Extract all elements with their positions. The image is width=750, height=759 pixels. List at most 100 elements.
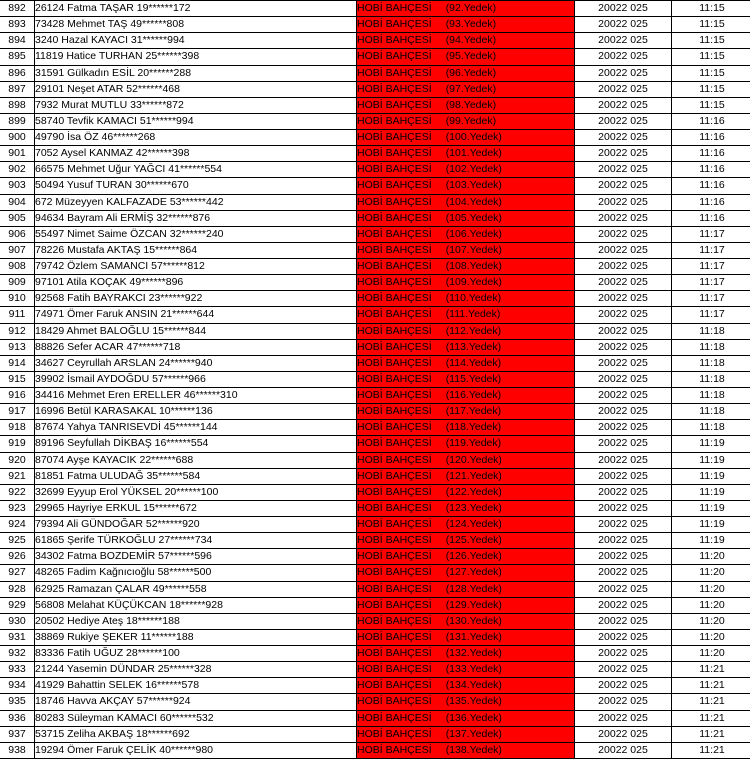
allocation-status-content: HOBİ BAHÇESİ(122.Yedek) [357,485,574,500]
lot-code-cell: 20022 025 [575,49,672,65]
sequence-number-cell: 933 [0,662,35,678]
applicant-name-cell: 83336 Fatih UĞUZ 28******100 [35,646,357,662]
allocation-status-content: HOBİ BAHÇESİ(102.Yedek) [357,162,574,177]
sequence-number-cell: 899 [0,113,35,129]
applicant-name-cell: 81851 Fatma ULUDAĞ 35******584 [35,468,357,484]
sequence-number-cell: 896 [0,65,35,81]
sequence-number-cell: 918 [0,420,35,436]
allocation-type-label: HOBİ BAHÇESİ [357,178,432,193]
reserve-rank-label: (134.Yedek) [446,678,502,693]
allocation-type-label: HOBİ BAHÇESİ [357,49,432,64]
assignment-time-cell: 11:19 [672,500,750,516]
allocation-status-cell: HOBİ BAHÇESİ(108.Yedek) [357,259,575,275]
allocation-type-label: HOBİ BAHÇESİ [357,614,432,629]
reserve-rank-label: (128.Yedek) [446,582,502,597]
sequence-number-cell: 938 [0,742,35,758]
allocation-type-label: HOBİ BAHÇESİ [357,501,432,516]
reserve-rank-label: (132.Yedek) [446,646,502,661]
assignment-time-cell: 11:18 [672,371,750,387]
lot-code-cell: 20022 025 [575,113,672,129]
allocation-status-cell: HOBİ BAHÇESİ(134.Yedek) [357,678,575,694]
lot-code-cell: 20022 025 [575,646,672,662]
allocation-status-cell: HOBİ BAHÇESİ(119.Yedek) [357,436,575,452]
assignment-time-cell: 11:18 [672,355,750,371]
assignment-time-cell: 11:18 [672,388,750,404]
lot-code-cell: 20022 025 [575,388,672,404]
reserve-rank-label: (99.Yedek) [446,114,496,129]
assignment-time-cell: 11:20 [672,597,750,613]
reserve-rank-label: (117.Yedek) [446,404,501,419]
allocation-type-label: HOBİ BAHÇESİ [357,485,432,500]
lot-code-cell: 20022 025 [575,178,672,194]
reserve-rank-label: (111.Yedek) [446,307,501,322]
allocation-status-content: HOBİ BAHÇESİ(113.Yedek) [357,340,574,355]
lot-code-cell: 20022 025 [575,468,672,484]
allocation-status-content: HOBİ BAHÇESİ(135.Yedek) [357,694,574,709]
sequence-number-cell: 915 [0,371,35,387]
allocation-status-content: HOBİ BAHÇESİ(124.Yedek) [357,517,574,532]
lot-code-cell: 20022 025 [575,65,672,81]
lot-code-cell: 20022 025 [575,484,672,500]
allocation-status-content: HOBİ BAHÇESİ(106.Yedek) [357,227,574,242]
lot-code-cell: 20022 025 [575,130,672,146]
allocation-status-cell: HOBİ BAHÇESİ(132.Yedek) [357,646,575,662]
allocation-status-content: HOBİ BAHÇESİ(103.Yedek) [357,178,574,193]
allocation-status-cell: HOBİ BAHÇESİ(94.Yedek) [357,33,575,49]
applicant-name-cell: 92568 Fatih BAYRAKCI 23******922 [35,291,357,307]
allocation-status-content: HOBİ BAHÇESİ(136.Yedek) [357,711,574,726]
assignment-time-cell: 11:19 [672,436,750,452]
allocation-status-cell: HOBİ BAHÇESİ(113.Yedek) [357,339,575,355]
allocation-status-cell: HOBİ BAHÇESİ(97.Yedek) [357,81,575,97]
lot-code-cell: 20022 025 [575,355,672,371]
applicant-name-cell: 89196 Seyfullah DİKBAŞ 16******554 [35,436,357,452]
allocation-type-label: HOBİ BAHÇESİ [357,291,432,306]
